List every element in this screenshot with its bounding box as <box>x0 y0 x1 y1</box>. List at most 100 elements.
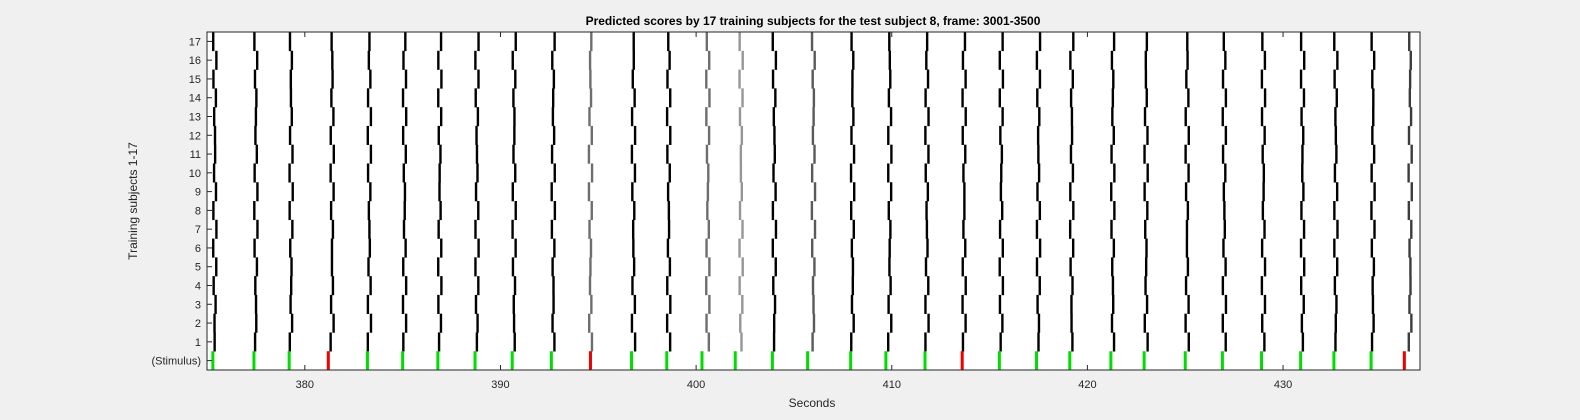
score-band <box>1262 163 1266 183</box>
score-band <box>925 219 929 239</box>
score-band <box>552 69 556 89</box>
score-band <box>590 201 593 221</box>
score-band <box>475 144 479 164</box>
score-band <box>1144 257 1148 277</box>
score-band <box>1146 125 1149 145</box>
score-band <box>705 313 708 333</box>
score-band <box>1334 313 1337 333</box>
score-band <box>404 276 408 296</box>
chart-title: Predicted scores by 17 training subjects… <box>586 14 1041 28</box>
score-band <box>437 257 440 277</box>
score-band <box>668 332 672 352</box>
score-band <box>1184 313 1187 333</box>
score-band <box>961 294 964 314</box>
score-band <box>887 294 890 314</box>
score-band <box>477 32 480 52</box>
score-band <box>850 32 853 52</box>
score-band <box>330 238 334 258</box>
score-band <box>1260 276 1264 296</box>
score-band <box>1262 182 1265 202</box>
score-band <box>1187 294 1190 314</box>
stimulus-mark-green <box>473 351 477 370</box>
score-band <box>253 32 256 52</box>
score-band <box>812 294 815 314</box>
score-band <box>850 294 854 314</box>
score-band <box>705 32 709 52</box>
score-band <box>367 50 371 70</box>
score-band <box>708 294 711 314</box>
score-band <box>475 332 479 352</box>
y-tick-label: 9 <box>195 187 201 199</box>
score-band <box>291 182 294 202</box>
score-band <box>1038 238 1042 258</box>
score-band <box>474 50 477 70</box>
y-tick-label: (Stimulus) <box>151 356 201 368</box>
plot-frame <box>206 31 1421 371</box>
score-band <box>402 163 405 183</box>
score-band <box>1333 69 1336 89</box>
score-band <box>254 294 258 314</box>
score-band <box>1334 125 1338 145</box>
score-band <box>438 182 441 202</box>
stimulus-mark-green <box>1220 351 1224 370</box>
score-band <box>706 182 710 202</box>
score-band <box>924 88 927 108</box>
score-band <box>1408 69 1412 89</box>
score-band <box>212 163 216 183</box>
score-band <box>813 50 816 70</box>
score-band <box>666 276 669 296</box>
score-band <box>291 144 294 164</box>
score-band <box>332 182 335 202</box>
score-band <box>889 107 893 127</box>
score-band <box>253 201 256 221</box>
score-band <box>402 219 406 239</box>
score-band <box>740 125 744 145</box>
score-band <box>213 332 216 352</box>
score-band <box>553 32 556 52</box>
score-band <box>289 69 293 89</box>
score-band <box>513 125 516 145</box>
score-band <box>1186 50 1189 70</box>
score-band <box>888 50 892 70</box>
y-tick-label: 1 <box>195 337 201 349</box>
score-band <box>404 144 407 164</box>
score-band <box>772 163 775 183</box>
score-band <box>887 201 890 221</box>
score-band <box>774 50 778 70</box>
score-band <box>1336 50 1339 70</box>
score-band <box>552 294 555 314</box>
score-band <box>813 182 817 202</box>
score-band <box>1410 313 1413 333</box>
score-band <box>1372 88 1375 108</box>
score-band <box>437 294 440 314</box>
score-band <box>1185 69 1188 89</box>
score-band <box>707 125 711 145</box>
stimulus-mark-green <box>1035 351 1039 370</box>
score-band <box>437 332 441 352</box>
score-band <box>1335 182 1339 202</box>
score-band <box>705 69 708 89</box>
score-band <box>589 88 593 108</box>
score-band <box>1144 276 1147 296</box>
score-band <box>1036 182 1039 202</box>
score-band <box>1408 32 1411 52</box>
score-band <box>1370 163 1373 183</box>
score-band <box>1068 219 1072 239</box>
score-band <box>552 276 555 296</box>
score-band <box>1187 88 1190 108</box>
score-band <box>550 219 554 239</box>
score-band <box>330 88 333 108</box>
score-band <box>1302 125 1305 145</box>
score-band <box>1187 332 1190 352</box>
score-band <box>514 201 517 221</box>
score-band <box>290 276 293 296</box>
score-band <box>813 257 816 277</box>
score-band <box>810 32 814 52</box>
score-band <box>774 182 777 202</box>
score-band <box>813 219 817 239</box>
score-band <box>964 107 967 127</box>
score-band <box>812 313 816 333</box>
score-band <box>289 88 293 108</box>
score-band <box>811 276 815 296</box>
